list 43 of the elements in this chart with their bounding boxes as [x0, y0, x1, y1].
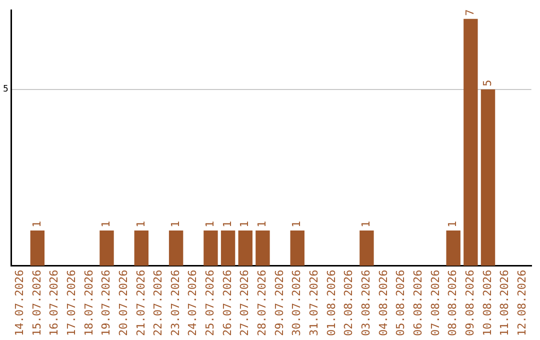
x-tick-label: 07.08.2026 — [428, 270, 442, 336]
x-tick-label: 01.08.2026 — [324, 270, 338, 336]
x-tick-label: 26.07.2026 — [220, 270, 234, 336]
data-label: 1 — [290, 220, 304, 228]
data-label: 1 — [360, 220, 373, 228]
x-tick-label: 23.07.2026 — [168, 270, 182, 336]
x-tick-label: 25.07.2026 — [204, 270, 217, 336]
x-tick-label: 22.07.2026 — [152, 270, 165, 336]
x-tick-label: 15.07.2026 — [30, 270, 44, 336]
x-tick-label: 04.08.2026 — [376, 270, 390, 336]
x-tick-label: 03.08.2026 — [360, 270, 373, 336]
x-tick-label: 31.07.2026 — [308, 270, 321, 336]
data-label: 1 — [168, 220, 182, 228]
x-tick-label: 09.08.2026 — [464, 270, 477, 336]
x-tick-label: 21.07.2026 — [134, 270, 148, 336]
data-label: 1 — [100, 220, 113, 228]
x-tick-label: 06.08.2026 — [412, 270, 425, 336]
data-label: 1 — [204, 220, 217, 228]
data-label: 1 — [446, 220, 460, 228]
data-label: 1 — [220, 220, 234, 228]
x-tick-label: 29.07.2026 — [272, 270, 286, 336]
x-tick-label: 30.07.2026 — [290, 270, 304, 336]
x-tick-label: 28.07.2026 — [256, 270, 269, 336]
x-tick-label: 27.07.2026 — [238, 270, 252, 336]
data-label: 5 — [480, 80, 494, 86]
x-tick-label: 05.08.2026 — [394, 270, 408, 336]
data-label: 1 — [256, 220, 269, 228]
x-tick-label: 16.07.2026 — [48, 270, 61, 336]
data-label: 1 — [238, 220, 252, 228]
x-tick-label: 02.08.2026 — [342, 270, 356, 336]
x-tick-label: 18.07.2026 — [82, 270, 96, 336]
data-label: 1 — [134, 220, 148, 228]
x-tick-label: 11.08.2026 — [498, 270, 512, 336]
x-tick-label: 08.08.2026 — [446, 270, 460, 336]
x-tick-label: 12.08.2026 — [516, 270, 529, 336]
x-tick-label: 14.07.2026 — [12, 270, 26, 336]
x-tick-label: 20.07.2026 — [116, 270, 130, 336]
data-label: 7 — [464, 9, 477, 16]
x-tick-label: 17.07.2026 — [64, 270, 78, 336]
x-tick-label: 10.08.2026 — [480, 270, 494, 336]
data-label: 1 — [30, 220, 44, 228]
x-tick-label: 24.07.2026 — [186, 270, 200, 336]
x-tick-label: 19.07.2026 — [100, 270, 113, 336]
